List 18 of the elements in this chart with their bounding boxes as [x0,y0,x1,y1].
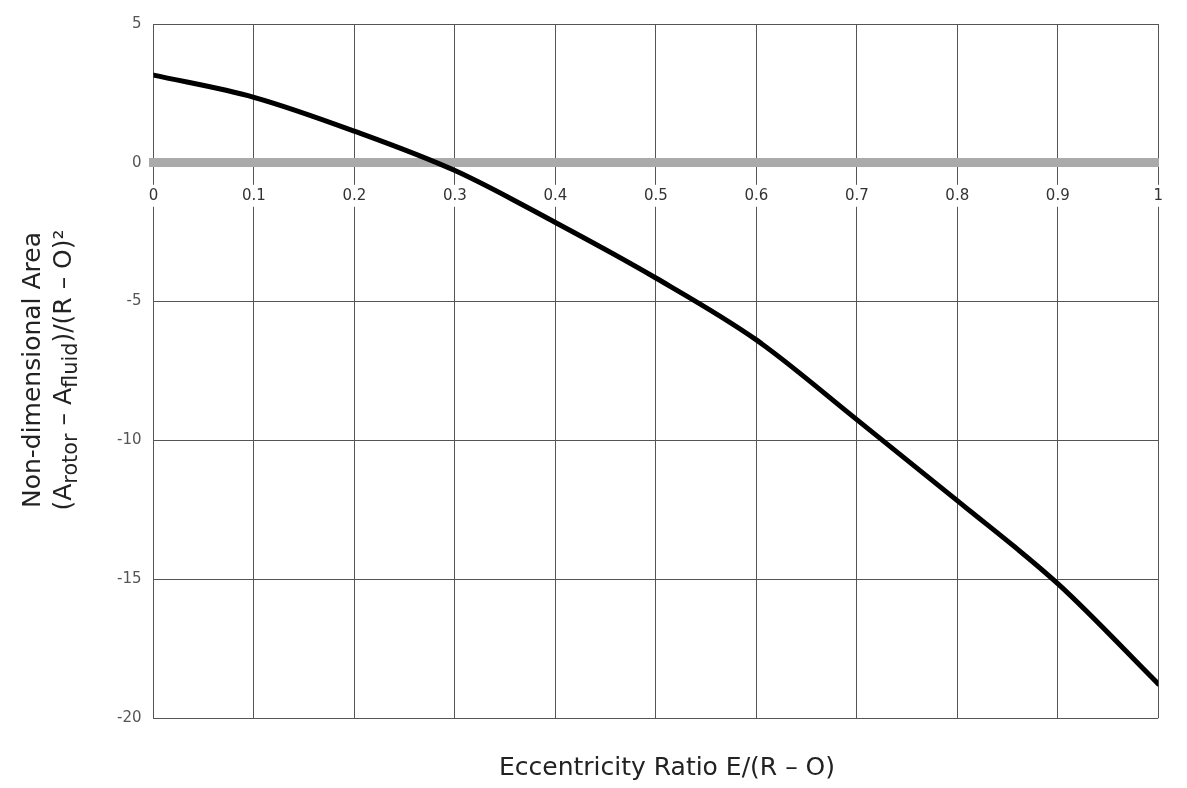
y-tick-label: -15 [117,569,142,588]
x-tick-label: 0.7 [844,185,869,204]
y-tick-label: -5 [126,291,142,310]
x-tick-label: 0.8 [945,185,970,204]
x-tick-label: 0.6 [744,185,769,204]
x-tick-label: 0.1 [242,185,266,204]
y-tick-label: 5 [131,13,142,32]
x-tick-label: 1 [1153,185,1163,204]
x-tick-label: 0.3 [442,185,467,204]
y-tick-label: 0 [131,152,142,171]
x-tick-label: 0.4 [543,185,568,204]
y-tick-label: -20 [117,707,142,726]
x-tick-label: 0.2 [342,185,367,204]
y-tick-label: -10 [117,430,142,449]
x-tick-label: 0.9 [1045,185,1070,204]
x-tick-label: 0 [148,185,159,204]
x-axis-title: Eccentricity Ratio E/(R – O) [498,752,836,781]
x-tick-label: 0.5 [643,185,668,204]
